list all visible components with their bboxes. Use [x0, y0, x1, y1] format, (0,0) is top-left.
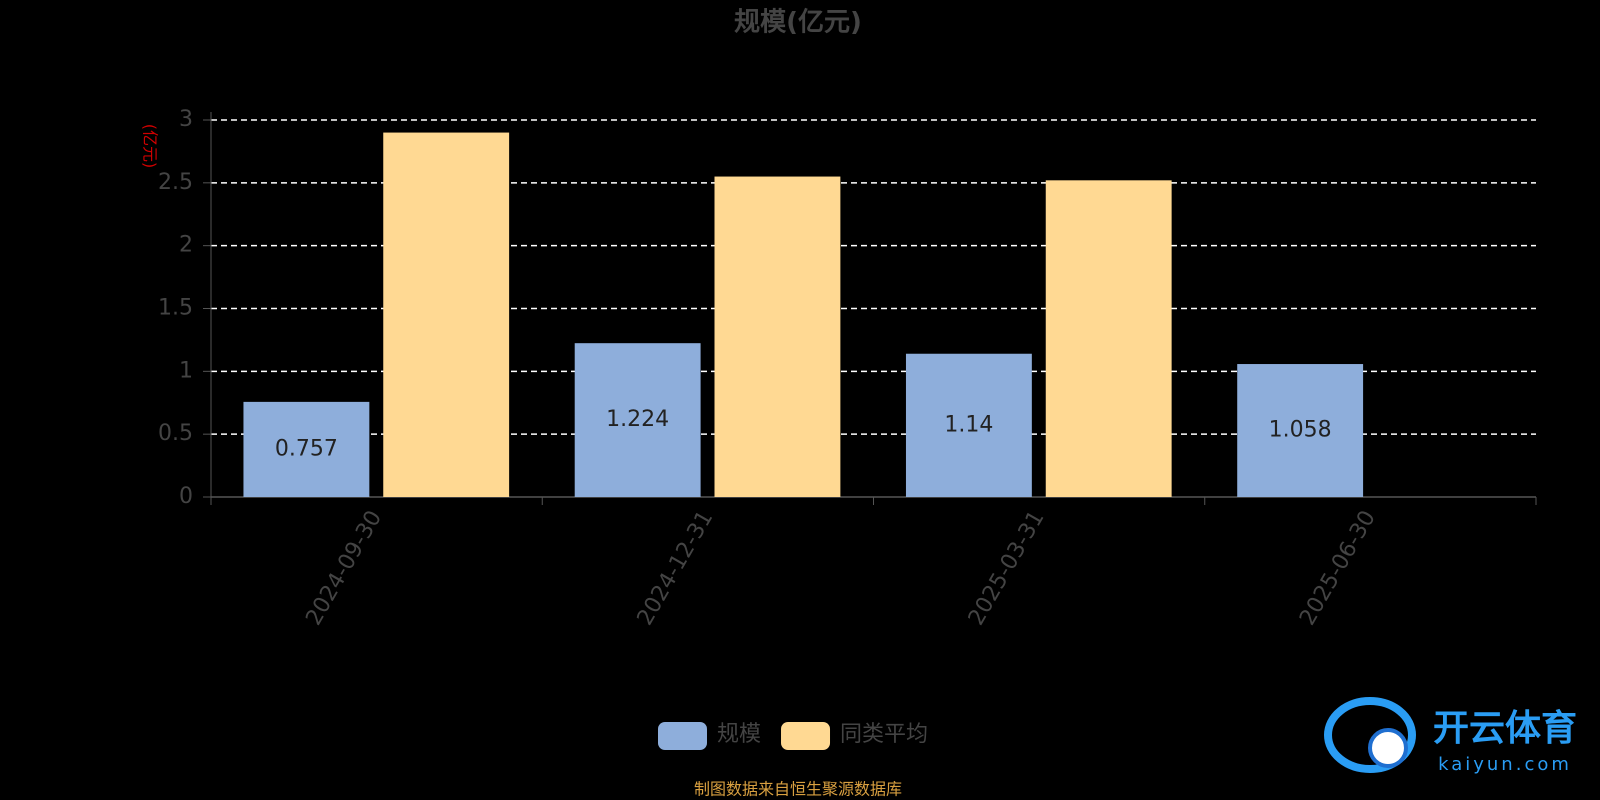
- source-note: 制图数据来自恒生聚源数据库: [694, 780, 902, 799]
- watermark: 开云体育 kaiyun.com: [1324, 697, 1577, 775]
- y-tick-label: 3: [179, 107, 193, 132]
- y-tick-label: 0: [179, 484, 193, 509]
- legend-label: 规模: [717, 722, 761, 747]
- bar: [714, 176, 841, 498]
- watermark-name: 开云体育: [1433, 708, 1577, 749]
- data-label: 1.14: [944, 412, 993, 437]
- y-tick-label: 1: [179, 358, 193, 383]
- bar: [1045, 180, 1172, 497]
- y-tick-label: 1.5: [158, 296, 193, 321]
- y-tick-label: 2.5: [158, 170, 193, 195]
- y-tick-label: 2: [179, 233, 193, 258]
- chart-title: 规模(亿元): [734, 8, 862, 38]
- data-label: 1.224: [606, 407, 669, 432]
- legend-swatch: [781, 722, 831, 750]
- bar: [1237, 364, 1364, 497]
- y-axis-label: (亿元): [141, 124, 160, 169]
- logo-ring: [1324, 697, 1416, 773]
- bar: [574, 343, 701, 497]
- logo-ball: [1368, 728, 1408, 768]
- bar: [905, 353, 1032, 497]
- bar: [243, 401, 370, 497]
- watermark-url: kaiyun.com: [1438, 754, 1572, 775]
- legend-swatch: [658, 722, 707, 750]
- legend-label: 同类平均: [840, 722, 928, 747]
- data-label: 1.058: [1269, 418, 1332, 443]
- bar: [383, 132, 510, 498]
- data-label: 0.757: [275, 436, 338, 461]
- y-tick-label: 0.5: [158, 421, 193, 446]
